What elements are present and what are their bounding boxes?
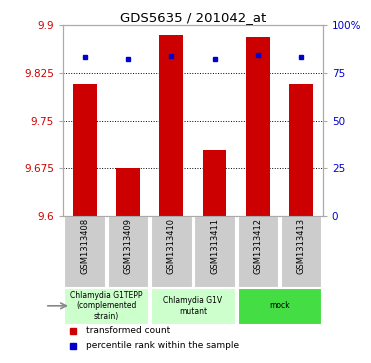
Bar (237, 287, 322, 324)
Text: mock: mock (269, 301, 290, 310)
Bar (194, 216, 235, 287)
Text: GSM1313408: GSM1313408 (80, 218, 89, 274)
Bar (160, 35, 183, 216)
Bar (237, 216, 278, 287)
Bar (203, 150, 226, 216)
Bar (73, 85, 96, 216)
Bar (246, 37, 270, 216)
Bar (108, 216, 148, 287)
Text: GSM1313411: GSM1313411 (210, 218, 219, 274)
Text: GSM1313410: GSM1313410 (167, 218, 176, 274)
Bar (116, 168, 140, 216)
Bar (65, 216, 105, 287)
Title: GDS5635 / 201042_at: GDS5635 / 201042_at (120, 11, 266, 24)
Bar (151, 287, 235, 324)
Text: GSM1313412: GSM1313412 (253, 218, 262, 274)
Text: GSM1313409: GSM1313409 (124, 218, 132, 274)
Text: Chlamydia G1TEPP
(complemented
strain): Chlamydia G1TEPP (complemented strain) (70, 291, 142, 321)
Text: GSM1313413: GSM1313413 (297, 218, 306, 274)
Bar (65, 287, 148, 324)
Bar (289, 85, 313, 216)
Text: percentile rank within the sample: percentile rank within the sample (86, 341, 240, 350)
Text: Chlamydia G1V
mutant: Chlamydia G1V mutant (163, 296, 223, 315)
Text: transformed count: transformed count (86, 326, 171, 335)
Bar (151, 216, 191, 287)
Bar (281, 216, 321, 287)
